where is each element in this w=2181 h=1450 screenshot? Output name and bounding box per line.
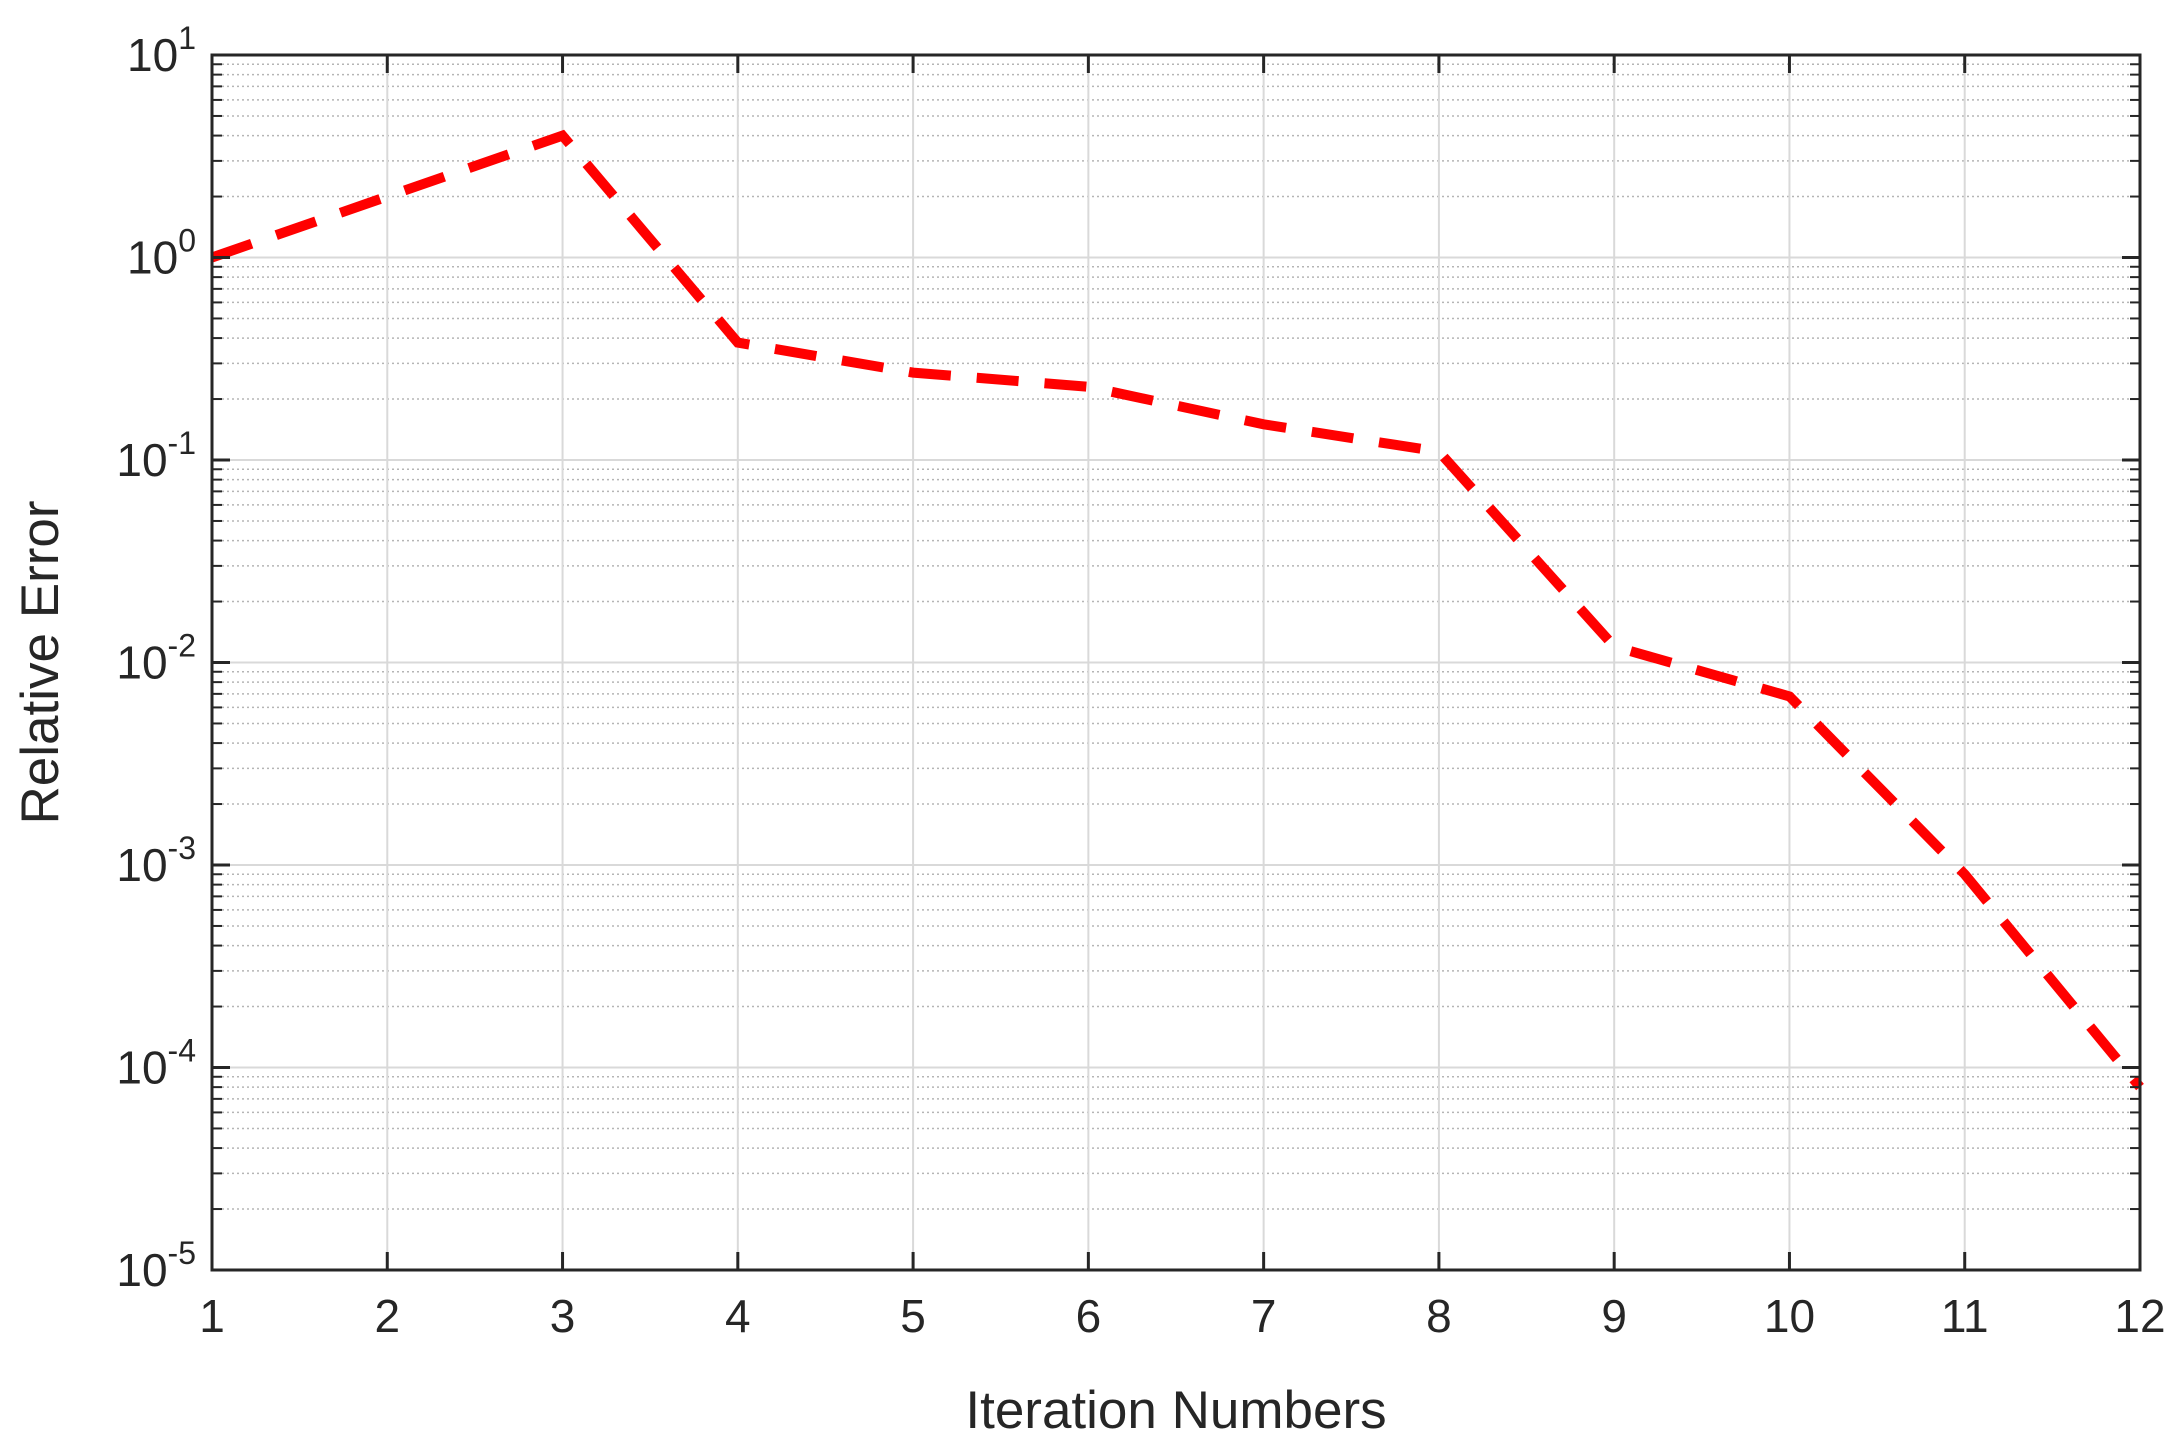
- y-tick-label: 10-5: [116, 1235, 196, 1296]
- x-tick-label: 6: [1076, 1290, 1102, 1342]
- x-axis-label: Iteration Numbers: [965, 1381, 1386, 1440]
- x-tick-label: 2: [374, 1290, 400, 1342]
- x-tick-label: 11: [1941, 1290, 1989, 1342]
- x-tick-label: 12: [2114, 1290, 2165, 1342]
- series-layer: [210, 129, 2144, 1091]
- y-tick-label: 100: [127, 223, 196, 284]
- series-line: [210, 129, 2144, 1091]
- y-tick-label: 10-4: [116, 1033, 196, 1094]
- axis-tick-marks: [210, 53, 2142, 1272]
- y-tick-labels: 10-5 10-4 10-3 10-2 10-1 100 101: [116, 20, 196, 1296]
- x-tick-label: 10: [1764, 1290, 1815, 1342]
- minor-grid: [212, 63, 2140, 1210]
- x-tick-label: 4: [725, 1290, 751, 1342]
- x-tick-label: 9: [1601, 1290, 1627, 1342]
- x-tick-labels: 1 2 3 4 5 6 7 8 9 10 11 12: [199, 1290, 2165, 1342]
- y-tick-label: 101: [127, 20, 196, 81]
- x-tick-label: 3: [550, 1290, 576, 1342]
- y-tick-label: 10-2: [116, 628, 196, 689]
- y-axis-label: Relative Error: [11, 501, 70, 825]
- y-tick-label: 10-1: [116, 425, 196, 486]
- y-tick-label: 10-3: [116, 830, 196, 891]
- x-tick-label: 1: [199, 1290, 225, 1342]
- x-tick-label: 8: [1426, 1290, 1452, 1342]
- x-tick-label: 7: [1251, 1290, 1277, 1342]
- x-tick-label: 5: [900, 1290, 926, 1342]
